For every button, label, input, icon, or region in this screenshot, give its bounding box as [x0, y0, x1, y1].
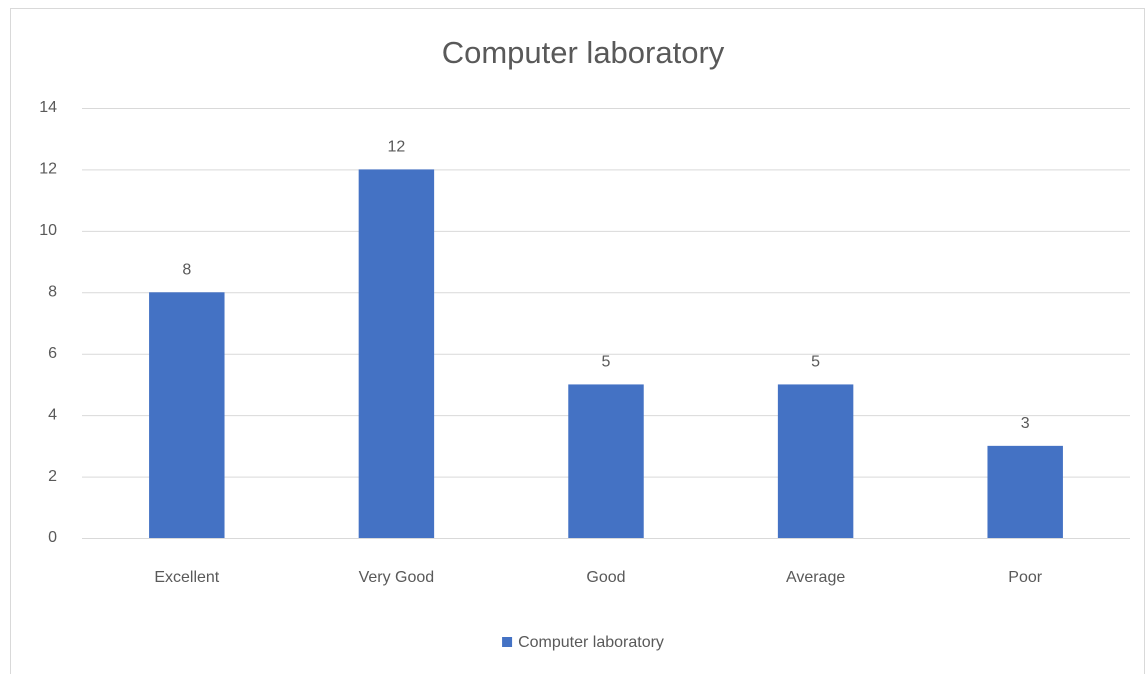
bar	[777, 384, 854, 538]
data-label: 5	[602, 354, 611, 371]
x-tick-label: Good	[586, 569, 625, 586]
bar	[358, 169, 435, 538]
legend: Computer laboratory	[502, 634, 664, 651]
bar	[568, 384, 644, 538]
y-tick-label: 8	[48, 284, 57, 301]
legend-label: Computer laboratory	[518, 634, 664, 651]
data-label: 3	[1021, 415, 1030, 432]
x-tick-label: Excellent	[154, 569, 219, 586]
y-tick-label: 12	[39, 161, 57, 178]
bar	[149, 292, 225, 538]
bar	[987, 445, 1063, 538]
y-tick-label: 10	[39, 222, 57, 239]
data-label: 8	[182, 262, 191, 279]
x-tick-label: Average	[786, 569, 845, 586]
y-tick-label: 0	[48, 529, 57, 546]
data-label: 12	[388, 139, 406, 156]
chart-title: Computer laboratory	[442, 35, 725, 70]
y-tick-label: 4	[48, 406, 57, 423]
x-tick-label: Poor	[1008, 569, 1042, 586]
x-tick-label: Very Good	[359, 569, 435, 586]
data-label: 5	[811, 354, 820, 371]
y-tick-label: 6	[48, 345, 57, 362]
y-tick-label: 14	[39, 99, 57, 116]
legend-swatch	[502, 637, 513, 647]
y-tick-label: 2	[48, 468, 57, 485]
